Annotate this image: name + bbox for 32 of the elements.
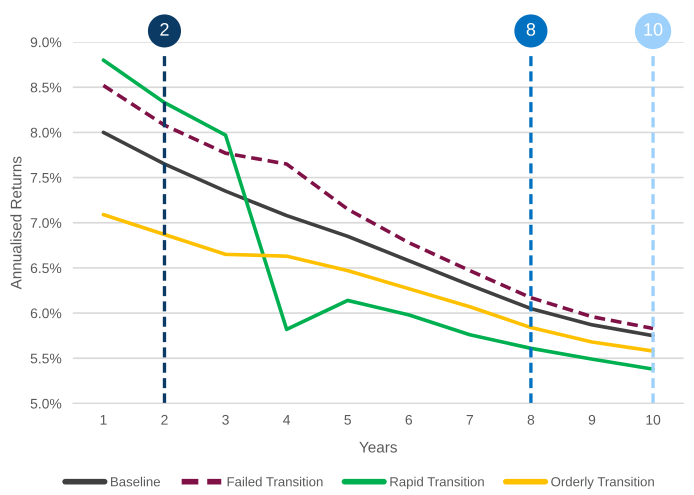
y-tick-label: 8.5% <box>30 82 62 92</box>
legend-label: Baseline <box>111 476 160 486</box>
line-series <box>102 130 655 338</box>
x-tick-label: 7 <box>466 415 474 425</box>
x-tick-label: 8 <box>528 414 534 425</box>
x-tick-label: 9 <box>588 414 596 425</box>
ref-line-label: 8 <box>526 23 536 36</box>
y-tick-label: 7.0% <box>30 218 62 228</box>
legend-label: Orderly Transition <box>551 476 654 490</box>
y-tick-label: 8.0% <box>30 128 62 138</box>
legend-label: Failed Transition <box>228 476 322 486</box>
x-tick-label: 2 <box>161 414 168 425</box>
y-axis-title: Annualised Returns <box>10 156 22 290</box>
line-series <box>102 84 655 330</box>
y-tick-label: 5.5% <box>30 354 62 364</box>
y-tick-label: 7.5% <box>30 172 62 183</box>
y-tick-label: 9.0% <box>30 37 62 48</box>
x-axis-title: Years <box>359 442 397 453</box>
y-tick-label: 6.0% <box>30 308 62 318</box>
x-tick-label: 5 <box>344 415 351 425</box>
legend-label: Rapid Transition <box>390 476 484 490</box>
x-tick-label: 10 <box>646 414 660 425</box>
x-tick-label: 3 <box>222 414 229 425</box>
x-tick-label: 4 <box>283 415 290 425</box>
line-series <box>102 58 655 371</box>
ref-line-label: 10 <box>644 23 662 36</box>
ref-line-label: 2 <box>160 23 169 36</box>
line-series <box>102 212 655 353</box>
x-tick-label: 1 <box>100 415 107 425</box>
y-tick-label: 5.0% <box>30 398 62 409</box>
x-tick-label: 6 <box>406 414 412 425</box>
y-tick-label: 6.5% <box>30 263 62 274</box>
